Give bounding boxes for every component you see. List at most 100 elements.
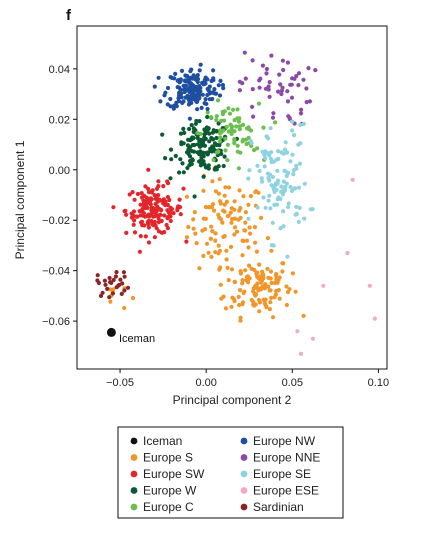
x-axis-title: Principal component 2 <box>173 393 292 407</box>
point-europe-nne <box>264 71 269 76</box>
point-sardinian <box>105 286 110 291</box>
point-europe-s <box>254 249 259 254</box>
point-europe-w <box>197 151 202 156</box>
point-europe-sw <box>147 214 152 219</box>
point-europe-c <box>229 124 234 129</box>
point-europe-s <box>210 179 215 184</box>
point-europe-s <box>232 299 237 304</box>
point-europe-s <box>238 288 243 293</box>
y-tick-label: −0.02 <box>42 215 70 227</box>
point-europe-c <box>195 131 200 136</box>
point-europe-nne <box>263 86 268 91</box>
point-europe-s <box>192 210 197 215</box>
point-europe-s <box>213 250 218 255</box>
legend-entry-sardinian: Sardinian <box>240 500 304 514</box>
point-europe-w <box>181 141 186 146</box>
point-europe-se <box>281 188 287 193</box>
point-europe-nw <box>197 68 202 73</box>
point-europe-c <box>256 101 262 106</box>
point-europe-s <box>220 220 225 225</box>
point-europe-w <box>202 132 207 137</box>
point-europe-c <box>261 125 266 130</box>
point-europe-sw <box>132 230 138 235</box>
point-europe-se <box>268 126 273 131</box>
point-europe-nw <box>187 86 192 91</box>
point-europe-s <box>241 290 246 296</box>
point-europe-c <box>205 110 210 115</box>
point-europe-c <box>214 114 219 119</box>
point-europe-sw <box>181 186 186 191</box>
point-europe-sw <box>145 205 150 210</box>
point-europe-s <box>193 231 198 236</box>
point-europe-c <box>214 117 219 123</box>
point-europe-se <box>284 181 289 186</box>
point-europe-c <box>229 129 234 134</box>
point-europe-w <box>207 139 212 144</box>
point-europe-c <box>230 107 236 112</box>
point-sardinian <box>98 293 104 298</box>
point-europe-s <box>238 318 243 323</box>
point-europe-c <box>255 146 260 151</box>
point-europe-nne <box>257 78 262 83</box>
point-europe-c <box>235 149 240 154</box>
point-europe-nw <box>191 86 196 91</box>
point-europe-s <box>201 216 206 221</box>
point-europe-w <box>181 126 186 131</box>
point-europe-s <box>256 297 262 303</box>
point-europe-sw <box>131 222 136 227</box>
point-europe-se <box>298 122 303 128</box>
point-europe-s <box>210 229 215 234</box>
point-europe-se <box>297 161 302 166</box>
point-europe-nne <box>278 82 283 87</box>
series-europe-sw <box>111 167 189 254</box>
point-europe-sw <box>138 234 143 239</box>
point-europe-nw <box>189 82 194 87</box>
point-europe-sw <box>156 216 161 221</box>
point-europe-se <box>268 156 274 162</box>
point-europe-w <box>168 147 174 152</box>
point-europe-s <box>191 217 196 222</box>
point-europe-s <box>243 220 248 225</box>
point-europe-se <box>257 168 262 174</box>
point-europe-s <box>277 296 282 301</box>
legend-label: Europe C <box>143 500 194 514</box>
point-europe-c <box>211 157 216 162</box>
point-europe-s <box>235 229 240 234</box>
point-europe-s <box>259 215 264 220</box>
point-europe-w <box>160 132 165 137</box>
point-europe-se <box>267 178 272 183</box>
point-europe-w <box>169 157 174 162</box>
point-europe-se <box>282 147 288 152</box>
point-europe-s <box>225 214 230 219</box>
point-europe-s <box>232 225 238 230</box>
point-europe-s <box>244 238 250 243</box>
series-iceman <box>106 327 116 337</box>
point-europe-c <box>235 107 240 112</box>
point-europe-sw <box>139 191 144 196</box>
point-europe-s <box>264 304 269 309</box>
point-europe-s <box>222 193 227 198</box>
point-europe-s <box>122 305 127 311</box>
point-europe-c <box>218 135 223 140</box>
point-sardinian <box>107 295 112 300</box>
point-europe-s <box>261 297 266 302</box>
point-europe-se <box>265 171 270 176</box>
point-europe-c <box>232 137 237 142</box>
point-europe-sw <box>129 211 134 216</box>
point-europe-sw <box>161 197 166 202</box>
point-europe-nw <box>195 107 200 112</box>
point-europe-sw <box>139 195 145 200</box>
point-europe-se <box>275 168 280 173</box>
point-europe-s <box>263 282 268 287</box>
point-europe-w <box>180 161 185 166</box>
point-europe-w <box>163 156 168 161</box>
point-europe-nw <box>195 73 200 78</box>
legend-entry-europe-c: Europe C <box>130 500 194 514</box>
point-europe-nne <box>296 83 301 88</box>
point-europe-c <box>198 131 203 136</box>
point-europe-se <box>290 119 295 124</box>
point-europe-nw <box>179 91 184 96</box>
point-europe-s <box>217 248 223 253</box>
point-europe-s <box>225 265 230 270</box>
point-europe-sw <box>124 230 129 235</box>
